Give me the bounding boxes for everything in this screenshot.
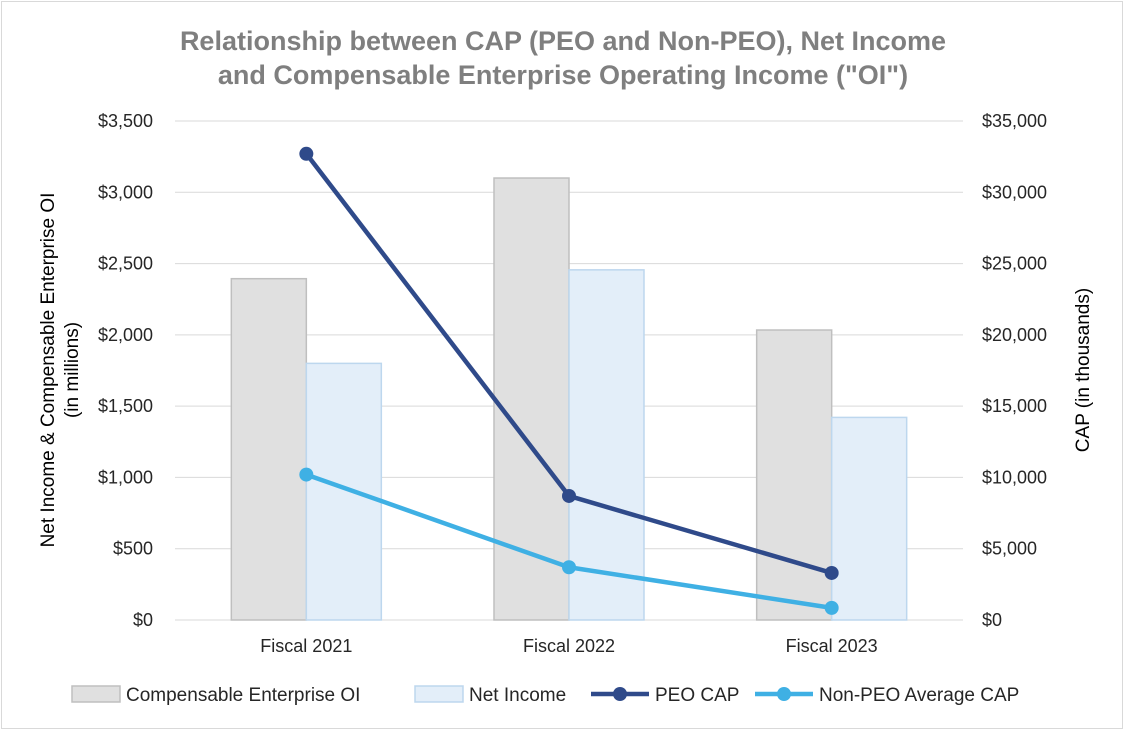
legend: Compensable Enterprise OI Net Income PEO C… <box>71 685 1019 706</box>
left-tick-label: $2,000 <box>98 325 153 345</box>
point-peo-cap-fiscal-2021 <box>299 146 314 161</box>
chart-title: Relationship between CAP (PEO and Non-PE… <box>180 26 946 90</box>
legend-label-peo-cap: PEO CAP <box>655 685 739 706</box>
right-axis-title: CAP (in thousands) <box>1073 288 1094 452</box>
chart-title-line-2: and Compensable Enterprise Operating Inc… <box>218 60 908 90</box>
left-axis-ticks: $0 $500 $1,000 $1,500 $2,000 $2,500 $3,000 $3,5… <box>98 111 153 630</box>
left-axis-title-line-2: (in millions) <box>62 322 83 418</box>
right-tick-label: $30,000 <box>982 182 1047 202</box>
right-tick-label: $10,000 <box>982 467 1047 487</box>
left-tick-label: $1,500 <box>98 396 153 416</box>
legend-label-net-income: Net Income <box>469 685 566 706</box>
point-non-peo-average-cap-fiscal-2021 <box>299 467 314 482</box>
bar-net-income-fiscal-2023 <box>830 416 908 621</box>
bars <box>230 177 908 621</box>
right-tick-label: $5,000 <box>982 539 1037 559</box>
right-axis-title-text: CAP (in thousands) <box>1073 288 1094 452</box>
right-tick-label: $15,000 <box>982 396 1047 416</box>
left-tick-label: $3,500 <box>98 111 153 131</box>
right-tick-label: $20,000 <box>982 325 1047 345</box>
left-tick-label: $3,000 <box>98 182 153 202</box>
right-tick-label: $0 <box>982 610 1002 630</box>
category-label-fiscal-2021: Fiscal 2021 <box>260 636 352 656</box>
legend-label-non-peo-average-cap: Non-PEO Average CAP <box>819 685 1019 706</box>
series-lines <box>299 146 839 615</box>
legend-swatch-compensable-enterprise-oi <box>71 685 121 703</box>
left-tick-label: $2,500 <box>98 254 153 274</box>
left-axis-title: Net Income & Compensable Enterprise OI (… <box>38 193 83 548</box>
left-tick-label: $1,000 <box>98 467 153 487</box>
right-tick-label: $25,000 <box>982 254 1047 274</box>
legend-marker-non-peo-average-cap <box>777 687 791 701</box>
legend-label-compensable-enterprise-oi: Compensable Enterprise OI <box>126 685 360 706</box>
left-axis-title-line-1: Net Income & Compensable Enterprise OI <box>38 193 59 548</box>
category-label-fiscal-2023: Fiscal 2023 <box>786 636 878 656</box>
left-tick-label: $0 <box>133 610 153 630</box>
category-label-fiscal-2022: Fiscal 2022 <box>523 636 615 656</box>
right-tick-label: $35,000 <box>982 111 1047 131</box>
category-labels: Fiscal 2021 Fiscal 2022 Fiscal 2023 <box>260 636 877 656</box>
point-non-peo-average-cap-fiscal-2023 <box>824 600 839 615</box>
point-peo-cap-fiscal-2022 <box>562 488 576 503</box>
legend-swatch-net-income <box>414 685 464 703</box>
point-non-peo-average-cap-fiscal-2022 <box>562 560 576 575</box>
point-peo-cap-fiscal-2023 <box>824 565 839 580</box>
right-axis-ticks: $0 $5,000 $10,000 $15,000 $20,000 $25,000 $30,… <box>982 111 1047 630</box>
chart-title-line-1: Relationship between CAP (PEO and Non-PE… <box>180 26 946 56</box>
bar-compensable-enterprise-oi-fiscal-2021 <box>230 277 308 621</box>
left-tick-label: $500 <box>113 539 153 559</box>
legend-marker-peo-cap <box>613 687 627 701</box>
bar-net-income-fiscal-2022 <box>568 269 645 621</box>
bar-compensable-enterprise-oi-fiscal-2023 <box>755 329 833 621</box>
bar-net-income-fiscal-2021 <box>305 362 383 621</box>
